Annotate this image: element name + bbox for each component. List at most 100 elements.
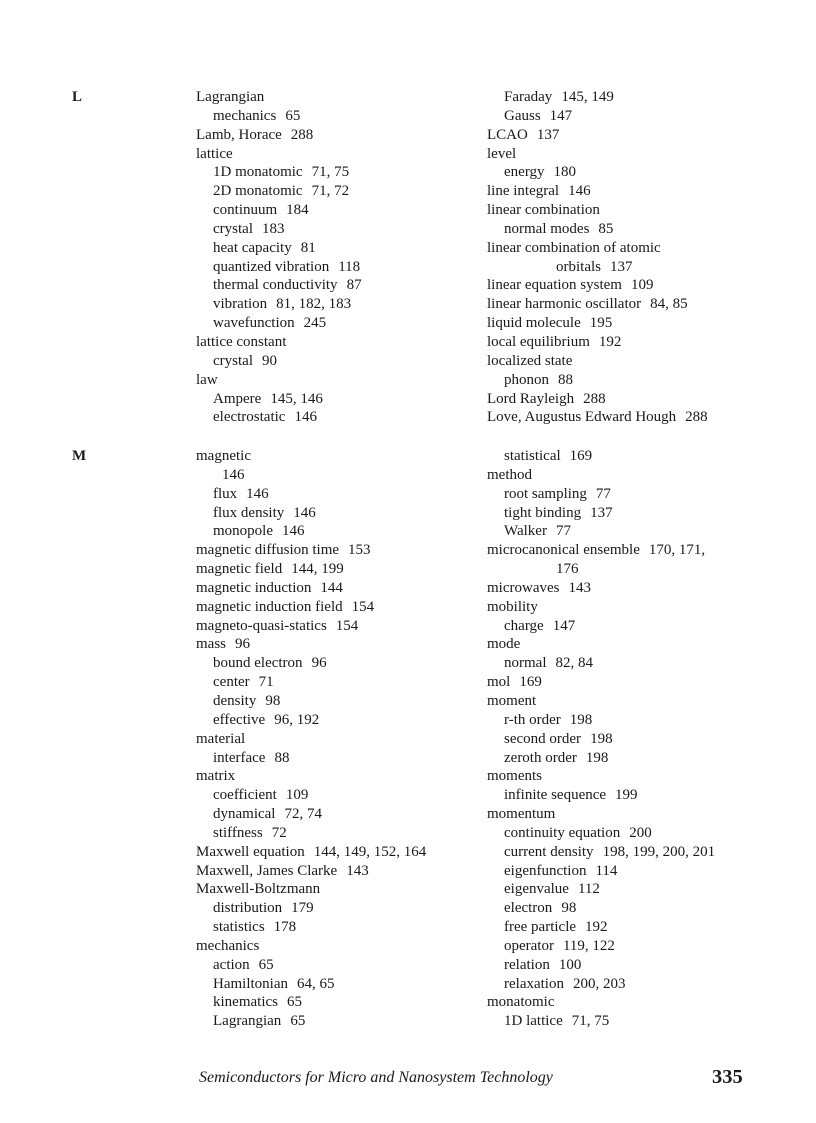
- entry-pages: 198: [585, 749, 609, 766]
- index-entry: current density 198, 199, 200, 201: [487, 843, 797, 862]
- index-entry: 176: [487, 560, 797, 579]
- index-entry: Lagrangian 65: [196, 1012, 486, 1031]
- entry-pages: 119, 122: [562, 937, 615, 954]
- entry-pages: 65: [290, 1013, 306, 1030]
- entry-pages: 65: [286, 994, 302, 1011]
- entry-pages: 84, 85: [650, 296, 688, 313]
- entry-pages: 77: [555, 523, 571, 540]
- entry-pages: 146: [293, 504, 316, 521]
- entry-term: lattice constant: [196, 333, 287, 350]
- entry-term: charge: [504, 617, 544, 634]
- entry-pages: 82, 84: [555, 655, 594, 672]
- index-entry: monopole 146: [196, 522, 486, 541]
- entry-term: moments: [487, 768, 542, 785]
- entry-pages: 96: [311, 655, 327, 672]
- index-entry: tight binding 137: [487, 504, 797, 523]
- entry-term: Faraday: [504, 89, 553, 105]
- entry-term: distribution: [213, 900, 283, 917]
- entry-term: magneto-quasi-statics: [196, 617, 327, 634]
- index-entry: Lamb, Horace 288: [196, 126, 486, 145]
- index-entry: distribution 179: [196, 899, 486, 918]
- index-entry: momentum: [487, 805, 797, 824]
- footer-book-title: Semiconductors for Micro and Nanosystem …: [199, 1069, 553, 1086]
- entry-pages: 183: [261, 220, 285, 237]
- entry-term: normal: [504, 655, 547, 672]
- index-entry: Lord Rayleigh 288: [487, 390, 797, 409]
- entry-term: mechanics: [196, 937, 260, 954]
- index-entry: Hamiltonian 64, 65: [196, 975, 486, 994]
- entry-term: free particle: [504, 919, 577, 936]
- entry-pages: 98: [265, 692, 281, 709]
- entry-pages: 137: [536, 126, 560, 143]
- entry-term: flux density: [213, 504, 285, 521]
- entry-pages: 200, 203: [572, 975, 626, 992]
- footer-page-number: 335: [712, 1066, 743, 1088]
- index-entry: microcanonical ensemble 170, 171,: [487, 541, 797, 560]
- index-entry: monatomic: [487, 993, 797, 1012]
- entry-pages: 288: [583, 390, 606, 407]
- entry-pages: 137: [590, 504, 613, 521]
- index-entry: matrix: [196, 767, 486, 786]
- entry-pages: 169: [519, 674, 542, 691]
- index-entry: Ampere 145, 146: [196, 390, 486, 409]
- index-entry: statistical 169: [487, 447, 797, 466]
- index-entry: crystal 183: [196, 220, 486, 239]
- entry-term: magnetic field: [196, 561, 283, 578]
- index-entry: root sampling 77: [487, 485, 797, 504]
- entry-term: magnetic induction: [196, 579, 312, 596]
- index-entry: phonon 88: [487, 371, 797, 390]
- entry-pages: 145, 146: [270, 390, 323, 407]
- index-entry: crystal 90: [196, 352, 486, 371]
- entry-term: linear combination: [487, 202, 600, 219]
- index-entry: electron 98: [487, 899, 797, 918]
- entry-pages: 81, 182, 183: [276, 296, 352, 313]
- entry-pages: 192: [585, 919, 608, 936]
- entry-term: continuity equation: [504, 824, 621, 841]
- entry-term: monatomic: [487, 994, 555, 1011]
- entry-term: lattice: [196, 145, 233, 162]
- entry-pages: 77: [595, 485, 611, 502]
- entry-term: statistical: [504, 448, 561, 464]
- index-entry: Maxwell-Boltzmann: [196, 880, 486, 899]
- index-entry: vibration 81, 182, 183: [196, 295, 486, 314]
- entry-term: Lord Rayleigh: [487, 390, 575, 407]
- index-entry: mass 96: [196, 635, 486, 654]
- index-entry: stiffness 72: [196, 824, 486, 843]
- entry-pages: 144, 149, 152, 164: [313, 843, 427, 860]
- entry-pages: 143: [568, 579, 591, 596]
- index-entry: microwaves 143: [487, 579, 797, 598]
- index-entry: magnetic diffusion time 153: [196, 541, 486, 560]
- entry-term: magnetic diffusion time: [196, 542, 340, 559]
- index-entry: r-th order 198: [487, 711, 797, 730]
- index-entry: energy 180: [487, 163, 797, 182]
- entry-term: infinite sequence: [504, 787, 607, 804]
- entry-pages: 98: [561, 900, 577, 917]
- entry-term: material: [196, 730, 246, 747]
- index-entry: linear combination: [487, 201, 797, 220]
- entry-pages: 192: [598, 333, 622, 350]
- entry-pages: 71, 75: [571, 1013, 610, 1030]
- index-entry: magnetic field 144, 199: [196, 560, 486, 579]
- index-entry: linear combination of atomic: [487, 239, 797, 258]
- index-entry: magnetic induction field 154: [196, 598, 486, 617]
- entry-term: kinematics: [213, 994, 278, 1011]
- entry-pages: 96: [235, 636, 250, 653]
- entry-pages: 96, 192: [274, 711, 320, 728]
- entry-pages: 71: [258, 674, 274, 691]
- index-entry: free particle 192: [487, 918, 797, 937]
- entry-term: eigenvalue: [504, 881, 569, 898]
- entry-pages: 195: [589, 315, 613, 332]
- entry-term: mol: [487, 674, 511, 691]
- entry-term: effective: [213, 711, 266, 728]
- entry-term: phonon: [504, 371, 549, 388]
- index-entry: infinite sequence 199: [487, 786, 797, 805]
- entry-term: interface: [213, 749, 266, 766]
- index-entry: liquid molecule 195: [487, 314, 797, 333]
- entry-term: linear harmonic oscillator: [487, 296, 642, 313]
- entry-term: linear equation system: [487, 277, 622, 294]
- entry-term: thermal conductivity: [213, 277, 338, 294]
- index-entry: action 65: [196, 956, 486, 975]
- index-entry: line integral 146: [487, 182, 797, 201]
- index-entry: electrostatic 146: [196, 408, 486, 427]
- index-entry: interface 88: [196, 749, 486, 768]
